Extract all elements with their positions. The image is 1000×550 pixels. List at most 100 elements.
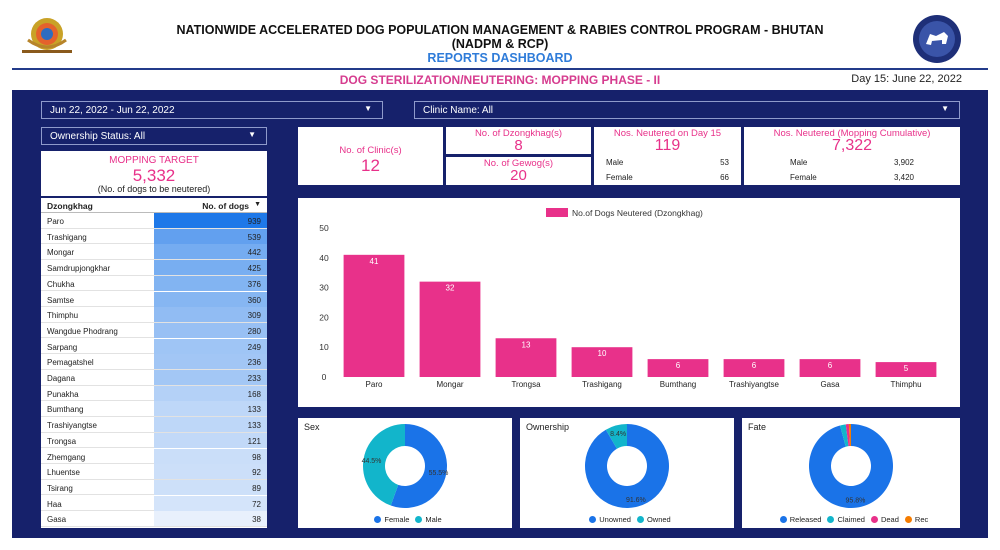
row-dog-count: 233 (247, 374, 261, 383)
dzongkhag-bar-chart: No.of Dogs Neutered (Dzongkhag) 0 10 20 30 4… (298, 198, 960, 407)
bar-value-label: 10 (598, 349, 607, 358)
row-dzongkhag-name: Mongar (47, 248, 75, 258)
x-tick-label: Thimphu (890, 380, 921, 389)
table-row[interactable]: Haa 72 (41, 495, 267, 512)
table-row[interactable]: Paro 939 (41, 213, 267, 229)
dzongkhags-card: No. of Dzongkhag(s) 8 (446, 127, 591, 154)
gewogs-value: 20 (510, 167, 527, 184)
bar[interactable] (571, 347, 633, 377)
table-row[interactable]: Gasa 38 (41, 511, 267, 527)
table-row[interactable]: Zhemgang 98 (41, 448, 267, 464)
bar[interactable] (875, 362, 937, 377)
bar[interactable] (723, 359, 785, 377)
table-row[interactable]: Tsirang 89 (41, 479, 267, 496)
row-dzongkhag-name: Chukha (47, 279, 75, 289)
mopping-target-card: MOPPING TARGET 5,332 (No. of dogs to be … (41, 151, 267, 196)
table-row[interactable]: Chukha 376 (41, 275, 267, 292)
legend-dot (636, 516, 644, 523)
row-dog-count: 360 (247, 295, 261, 305)
ownership-donut-card: Ownership 91.6% 8.4% Unowned Owned (520, 418, 734, 528)
table-row[interactable]: Wangdue Phodrang 280 (41, 322, 267, 339)
bar[interactable] (419, 281, 481, 377)
bar-value-label: 5 (904, 364, 909, 373)
row-heat-bar (154, 275, 267, 291)
donut-slice[interactable] (390, 424, 447, 508)
legend-label: Female (384, 515, 410, 524)
row-heat-bar (154, 307, 267, 323)
row-heat-bar (154, 228, 267, 244)
donut-slice[interactable] (585, 424, 669, 508)
cumulative-male-label: Male (790, 158, 808, 167)
ownership-filter[interactable]: Ownership Status: All ▼ (41, 127, 267, 145)
table-row[interactable]: Trashiyangtse 133 (41, 417, 267, 433)
row-dzongkhag-name: Paro (47, 217, 64, 226)
row-heat-bar (154, 338, 267, 354)
legend-label: Owned (646, 515, 671, 524)
bar-value-label: 41 (370, 257, 379, 266)
legend-dot (589, 516, 597, 523)
clinics-card: No. of Clinic(s) 12 (298, 127, 443, 185)
header-divider (12, 68, 988, 70)
legend-swatch (546, 208, 568, 217)
donut-slice[interactable] (363, 424, 405, 506)
table-row[interactable]: Lhuentse 92 (41, 464, 267, 480)
date-range-filter[interactable]: Jun 22, 2022 - Jun 22, 2022 ▼ (41, 101, 383, 119)
row-dzongkhag-name: Gasa (47, 515, 67, 525)
bar[interactable] (647, 359, 709, 377)
donut-slice[interactable] (845, 424, 850, 447)
donut-slice[interactable] (605, 424, 627, 449)
slice-value-label: 91.6% (626, 497, 646, 504)
legend-label: Released (789, 515, 822, 524)
table-row[interactable]: Punakha 168 (41, 385, 267, 402)
reports-dashboard-title: REPORTS DASHBOARD (427, 51, 573, 65)
y-tick-label: 50 (319, 223, 329, 233)
table-row[interactable]: Mongar 442 (41, 244, 267, 260)
gewogs-card: No. of Gewog(s) 20 (446, 157, 591, 185)
mopping-target-note: (No. of dogs to be neutered) (97, 184, 211, 194)
row-dzongkhag-name: Lhuentse (47, 468, 80, 478)
donut-slice[interactable] (848, 424, 851, 447)
y-tick-label: 40 (319, 253, 329, 263)
table-row[interactable]: Dagana 233 (41, 370, 267, 386)
clinic-filter[interactable]: Clinic Name: All ▼ (414, 101, 960, 119)
y-tick-label: 0 (322, 372, 327, 382)
x-tick-label: Gasa (820, 380, 840, 389)
y-tick-label: 20 (319, 312, 329, 322)
donut-slice[interactable] (809, 424, 893, 508)
x-tick-label: Bumthang (660, 380, 696, 389)
table-row[interactable]: Pemagatshel 236 (41, 354, 267, 370)
bar-chart-svg: No.of Dogs Neutered (Dzongkhag) 0 10 20 30 4… (319, 208, 937, 389)
row-dog-count: 539 (247, 232, 261, 242)
table-row[interactable]: Bumthang 133 (41, 401, 267, 417)
phase-title: DOG STERILIZATION/NEUTERING: MOPPING PHA… (339, 73, 661, 87)
legend-label: Dead (880, 515, 899, 524)
row-heat-bar (154, 448, 267, 464)
row-heat-bar (154, 479, 267, 495)
table-row[interactable]: Trongsa 121 (41, 432, 267, 449)
table-header: Dzongkhag No. of dogs ▼ (41, 198, 267, 213)
table-row[interactable]: Samtse 360 (41, 291, 267, 307)
legend-dot (870, 516, 878, 523)
fate-donut-card: Fate 95.8% Released Claimed Dead Rec (742, 418, 960, 528)
cumulative-neutered-card: Nos. Neutered (Mopping Cumulative) 7,322… (744, 127, 960, 185)
table-row[interactable]: Sarpang 249 (41, 338, 267, 355)
ownership-legend: Unowned Owned (520, 515, 734, 524)
row-dzongkhag-name: Wangdue Phodrang (47, 326, 118, 336)
cumulative-female-label: Female (790, 173, 817, 182)
day15-label: Nos. Neutered on Day 15 (613, 128, 722, 139)
table-row[interactable]: Thimphu 309 (41, 307, 267, 323)
mopping-target-value: 5,332 (132, 166, 176, 185)
bar[interactable] (495, 338, 557, 377)
dogs-column-header[interactable]: No. of dogs (202, 201, 249, 211)
dzongkhag-column-header[interactable]: Dzongkhag (47, 201, 93, 211)
table-row[interactable]: Trashigang 539 (41, 228, 267, 245)
bar[interactable] (343, 254, 405, 377)
table-row[interactable]: Samdrupjongkhar 425 (41, 260, 267, 276)
legend-dot (374, 516, 382, 523)
row-dzongkhag-name: Thimphu (47, 311, 79, 321)
chevron-down-icon: ▼ (248, 130, 256, 139)
row-dog-count: 939 (247, 217, 261, 226)
bar[interactable] (799, 359, 861, 377)
donut-slice[interactable] (840, 424, 849, 447)
sort-down-icon[interactable]: ▼ (254, 201, 261, 208)
